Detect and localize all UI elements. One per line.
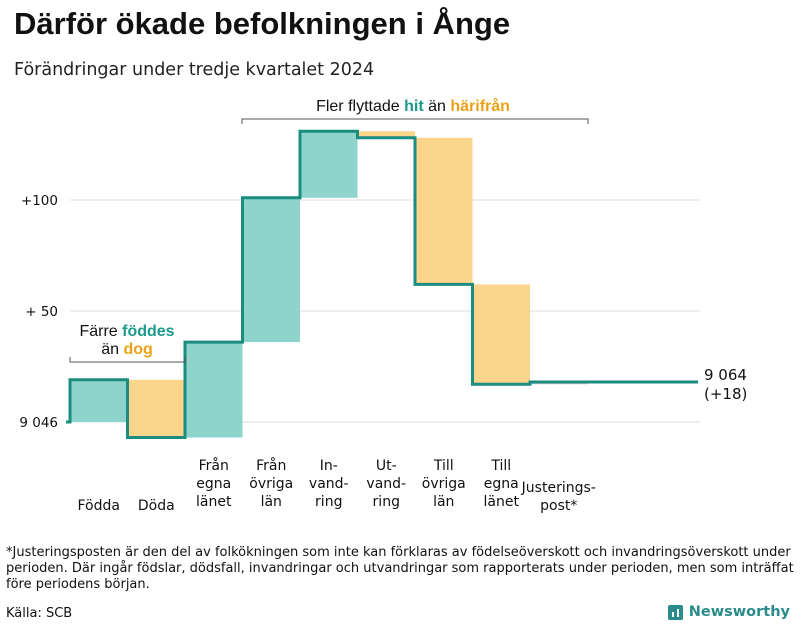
brand-logo: Newsworthy <box>667 604 790 620</box>
chart-title: Därför ökade befolkningen i Ånge <box>14 6 511 41</box>
migration-label-part: Fler flyttade <box>316 98 404 115</box>
category-label: Justerings- <box>521 480 596 496</box>
category-label: Från <box>199 457 229 474</box>
waterfall-chart: 9 046 + 50 +100 Födda Döda Från egna länet Från ö… <box>19 97 747 514</box>
category-label: län <box>433 494 454 510</box>
births-deaths-bracket <box>69 357 186 363</box>
y-tick-label: + 50 <box>25 304 58 320</box>
category-label: vand- <box>366 476 406 492</box>
cumulative-step-line <box>66 129 698 439</box>
category-label: Från <box>256 457 286 474</box>
category-label: Ut- <box>376 458 397 474</box>
category-label: län <box>261 494 282 510</box>
footnote: *Justeringsposten är den del av folkökni… <box>6 545 794 592</box>
waterfall-bar <box>357 131 415 138</box>
category-label: ring <box>373 494 400 510</box>
waterfall-bar <box>242 197 300 343</box>
waterfall-bar <box>127 379 185 438</box>
bar-chart-icon <box>667 604 683 620</box>
y-tick-label: +100 <box>21 193 58 209</box>
births-deaths-label-line1-part: föddes <box>122 323 175 340</box>
category-label: övriga <box>422 476 466 492</box>
waterfall-bar <box>472 284 530 385</box>
y-tick-label: 9 046 <box>19 415 58 431</box>
source-label: Källa: SCB <box>6 606 73 621</box>
end-value-label: 9 064 <box>704 366 747 384</box>
category-label: ring <box>315 494 342 510</box>
category-label: In- <box>320 458 338 474</box>
brand-name: Newsworthy <box>688 604 790 620</box>
migration-label-part: hit <box>404 98 424 115</box>
category-label: egna <box>196 476 231 492</box>
category-label: egna <box>484 476 519 492</box>
category-label: övriga <box>249 476 293 492</box>
category-label: Till <box>490 458 511 474</box>
births-deaths-label-line1: Färre föddes <box>79 323 174 340</box>
migration-bracket <box>241 118 589 124</box>
category-label: post* <box>540 498 577 514</box>
births-deaths-label-line2-part: än <box>101 341 123 358</box>
births-deaths-label-line1-part: Färre <box>79 323 122 340</box>
births-deaths-label-line2: än dog <box>101 341 153 358</box>
waterfall-bar <box>300 131 358 198</box>
category-label: Döda <box>138 498 175 514</box>
waterfall-bar <box>185 342 243 438</box>
migration-label-part: härifrån <box>450 97 510 115</box>
category-label: länet <box>196 494 232 510</box>
births-deaths-label-line2-part: dog <box>123 341 152 358</box>
category-label: länet <box>484 494 520 510</box>
chart-subtitle: Förändringar under tredje kvartalet 2024 <box>14 60 375 80</box>
category-label: vand- <box>309 476 349 492</box>
waterfall-bar <box>70 379 128 422</box>
migration-label-part: än <box>424 98 451 115</box>
category-label: Till <box>433 458 454 474</box>
end-change-label: (+18) <box>704 385 747 403</box>
waterfall-bar <box>415 137 473 285</box>
migration-label: Fler flyttade hit än härifrån <box>316 97 510 115</box>
category-label: Födda <box>78 498 120 514</box>
